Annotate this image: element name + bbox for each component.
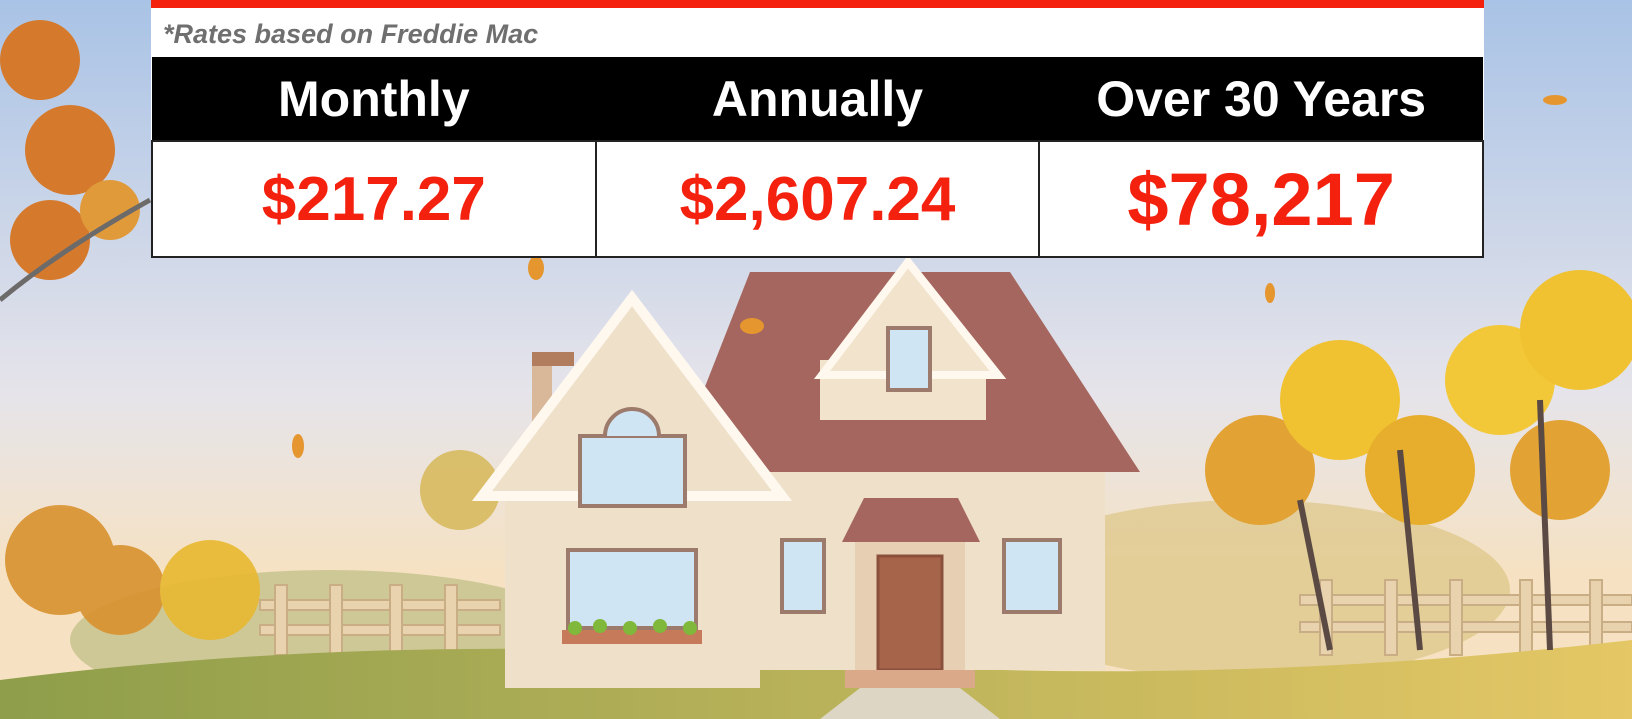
illustration-shape bbox=[528, 256, 544, 280]
illustration-shape bbox=[445, 585, 457, 655]
illustration-shape bbox=[1385, 580, 1397, 655]
header-cell: Over 30 Years bbox=[1039, 57, 1483, 141]
illustration-shape bbox=[0, 20, 80, 100]
illustration-shape bbox=[532, 352, 574, 366]
illustration-shape bbox=[878, 556, 942, 670]
header-row: Monthly Annually Over 30 Years bbox=[152, 57, 1483, 141]
illustration-shape bbox=[75, 545, 165, 635]
illustration-shape bbox=[260, 600, 500, 610]
source-note: *Rates based on Freddie Mac bbox=[151, 8, 1484, 57]
value-cell: $78,217 bbox=[1039, 141, 1483, 257]
accent-bar bbox=[151, 0, 1484, 8]
illustration-shape bbox=[160, 540, 260, 640]
illustration-shape bbox=[782, 540, 824, 612]
illustration-shape bbox=[845, 670, 975, 688]
header-cell: Monthly bbox=[152, 57, 596, 141]
page: *Rates based on Freddie Mac Monthly Annu… bbox=[0, 0, 1632, 719]
illustration-shape bbox=[292, 434, 304, 458]
illustration-shape bbox=[1520, 580, 1532, 655]
illustration-shape bbox=[1265, 283, 1275, 303]
value-cell: $2,607.24 bbox=[596, 141, 1040, 257]
illustration-shape bbox=[580, 436, 685, 506]
illustration-shape bbox=[568, 621, 582, 635]
illustration-shape bbox=[1450, 580, 1462, 655]
header-cell: Annually bbox=[596, 57, 1040, 141]
illustration-shape bbox=[260, 625, 500, 635]
illustration-shape bbox=[568, 550, 696, 628]
illustration-shape bbox=[390, 585, 402, 655]
illustration-shape bbox=[1510, 420, 1610, 520]
illustration-shape bbox=[10, 200, 90, 280]
illustration-shape bbox=[683, 621, 697, 635]
illustration-shape bbox=[1004, 540, 1060, 612]
payment-table: Monthly Annually Over 30 Years $217.27 $… bbox=[151, 57, 1484, 258]
value-row: $217.27 $2,607.24 $78,217 bbox=[152, 141, 1483, 257]
illustration-shape bbox=[330, 585, 342, 655]
illustration-shape bbox=[740, 318, 764, 334]
rates-panel: *Rates based on Freddie Mac Monthly Annu… bbox=[151, 0, 1484, 258]
value-cell: $217.27 bbox=[152, 141, 596, 257]
illustration-shape bbox=[623, 621, 637, 635]
illustration-shape bbox=[275, 585, 287, 655]
illustration-shape bbox=[888, 328, 930, 390]
illustration-shape bbox=[1300, 595, 1632, 605]
illustration-shape bbox=[593, 619, 607, 633]
illustration-shape bbox=[842, 498, 980, 542]
illustration-shape bbox=[653, 619, 667, 633]
illustration-shape bbox=[1543, 95, 1567, 105]
illustration-shape bbox=[1300, 622, 1632, 632]
illustration-shape bbox=[1365, 415, 1475, 525]
